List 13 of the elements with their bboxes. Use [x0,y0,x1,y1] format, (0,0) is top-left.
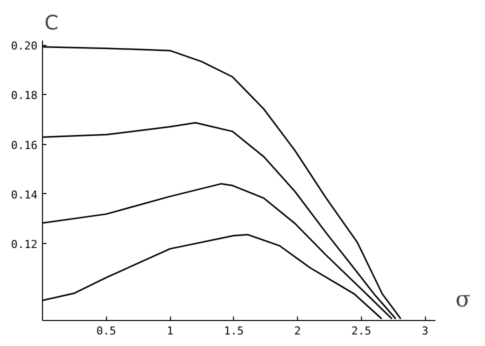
x-tick-label: 2 [294,324,301,338]
y-axis-title: C [44,10,58,34]
x-tick-label: 1.5 [224,324,244,338]
x-tick-label: 1 [166,324,174,338]
y-tick-label: 0.12 [11,238,38,252]
x-tick-label: 0.5 [96,324,116,338]
x-tick-label: 2.5 [351,324,372,338]
y-tick-label: 0.18 [11,89,38,102]
x-axis-title: σ [455,288,471,312]
y-tick-label: 0.14 [11,188,38,202]
y-tick-label: 0.16 [11,138,38,152]
y-tick-label: 0.20 [11,40,38,53]
x-tick-label: 3 [422,324,428,338]
